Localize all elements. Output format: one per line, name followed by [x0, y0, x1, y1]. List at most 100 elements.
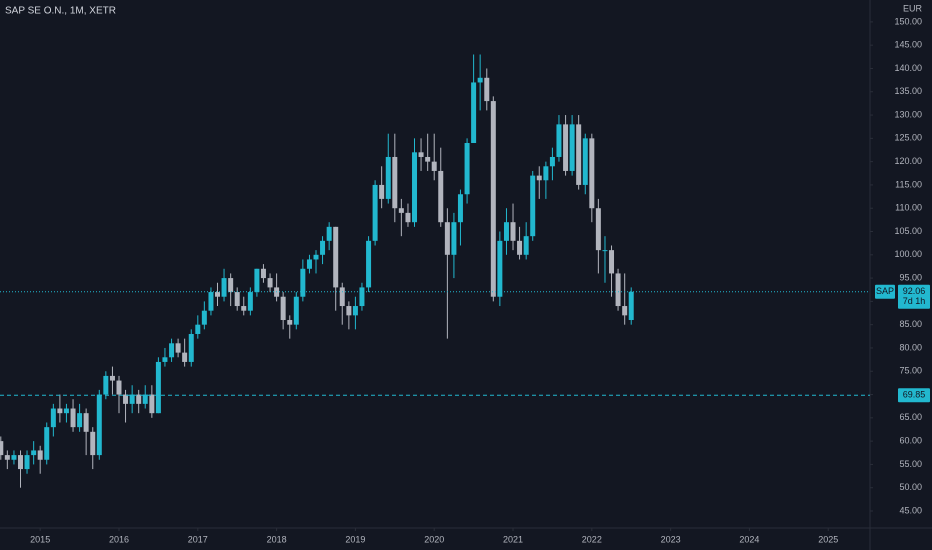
- candle-body: [221, 278, 227, 297]
- candle-body: [188, 333, 194, 362]
- unit-label: EUR: [903, 3, 923, 13]
- candle-body: [129, 394, 135, 404]
- candle-body: [123, 394, 129, 404]
- candle-body: [267, 278, 273, 288]
- candle-body: [195, 324, 201, 334]
- candle-body: [70, 408, 76, 428]
- candle-body: [50, 408, 56, 428]
- candle-body: [497, 240, 503, 297]
- y-tick-label: 60.00: [899, 436, 922, 446]
- candle-body: [169, 343, 175, 358]
- y-tick-label: 45.00: [899, 505, 922, 515]
- candle-body: [24, 455, 30, 470]
- candle-body: [96, 394, 102, 456]
- candle-body: [464, 143, 470, 195]
- candle-body: [477, 77, 483, 83]
- x-tick-label: 2016: [109, 534, 129, 544]
- x-tick-label: 2015: [30, 534, 50, 544]
- candle-body: [90, 431, 96, 456]
- candle-body: [549, 156, 555, 167]
- candle-body: [484, 77, 490, 102]
- y-tick-label: 50.00: [899, 482, 922, 492]
- y-tick-label: 135.00: [894, 86, 922, 96]
- candle-body: [490, 101, 496, 297]
- candle-body: [563, 124, 569, 171]
- y-tick-label: 120.00: [894, 156, 922, 166]
- candle-body: [149, 394, 155, 414]
- candle-body: [523, 236, 529, 255]
- candle-body: [457, 194, 463, 223]
- candle-body: [320, 240, 326, 255]
- y-tick-label: 105.00: [894, 226, 922, 236]
- candle-body: [576, 124, 582, 185]
- level-label-bg: [898, 388, 930, 403]
- candle-body: [385, 156, 391, 199]
- candle-body: [444, 222, 450, 255]
- candle-body: [609, 250, 615, 274]
- candle-body: [155, 361, 161, 414]
- x-tick-label: 2024: [739, 534, 759, 544]
- y-tick-label: 125.00: [894, 133, 922, 143]
- candle-body: [517, 240, 523, 255]
- y-tick-label: 95.00: [899, 272, 922, 282]
- symbol-label: SAP: [876, 286, 894, 296]
- candle-body: [412, 152, 418, 223]
- y-tick-label: 65.00: [899, 412, 922, 422]
- candle-body: [392, 156, 398, 209]
- candle-body: [352, 306, 358, 316]
- candle-body: [589, 138, 595, 209]
- candle-body: [77, 413, 83, 428]
- candle-body: [300, 268, 306, 297]
- candle-body: [615, 273, 621, 307]
- last-price-label: 92.06: [903, 286, 926, 296]
- candle-body: [11, 455, 17, 460]
- candle-body: [4, 455, 10, 460]
- candle-body: [313, 254, 319, 260]
- candle-body: [359, 287, 365, 307]
- symbol-label-bg: [875, 284, 895, 299]
- candle-body: [287, 320, 293, 325]
- candle-body: [37, 450, 43, 460]
- candle-body: [569, 124, 575, 171]
- candle-body: [306, 259, 312, 269]
- candle-body: [366, 240, 372, 288]
- candle-body: [280, 296, 286, 321]
- candle-body: [622, 306, 628, 316]
- candle-body: [31, 450, 37, 456]
- candle-body: [556, 124, 562, 157]
- x-tick-label: 2020: [424, 534, 444, 544]
- candle-body: [0, 441, 4, 456]
- y-tick-label: 85.00: [899, 319, 922, 329]
- candle-body: [451, 222, 457, 255]
- candle-body: [372, 184, 378, 241]
- candle-body: [503, 222, 509, 241]
- candle-body: [241, 306, 247, 311]
- candle-body: [595, 208, 601, 251]
- candle-body: [510, 222, 516, 241]
- candle-body: [398, 208, 404, 213]
- candle-body: [438, 170, 444, 223]
- candle-body: [346, 306, 352, 316]
- candle-body: [425, 156, 431, 162]
- candle-body: [247, 292, 253, 311]
- candle-body: [136, 394, 142, 404]
- candle-body: [182, 352, 188, 362]
- y-tick-label: 140.00: [894, 63, 922, 73]
- y-tick-label: 150.00: [894, 16, 922, 26]
- y-tick-label: 75.00: [899, 366, 922, 376]
- chart-title: SAP SE O.N., 1M, XETR: [5, 6, 116, 17]
- y-tick-label: 115.00: [895, 179, 922, 189]
- y-tick-label: 110.00: [895, 203, 922, 213]
- candle-body: [333, 226, 339, 288]
- x-tick-label: 2021: [503, 534, 523, 544]
- candle-body: [83, 413, 89, 432]
- y-tick-label: 145.00: [894, 40, 922, 50]
- candle-body: [116, 380, 122, 395]
- last-price-bg: [898, 284, 930, 309]
- x-tick-label: 2018: [267, 534, 287, 544]
- candle-body: [162, 357, 168, 362]
- candle-body: [103, 375, 109, 395]
- candle-body: [260, 268, 266, 279]
